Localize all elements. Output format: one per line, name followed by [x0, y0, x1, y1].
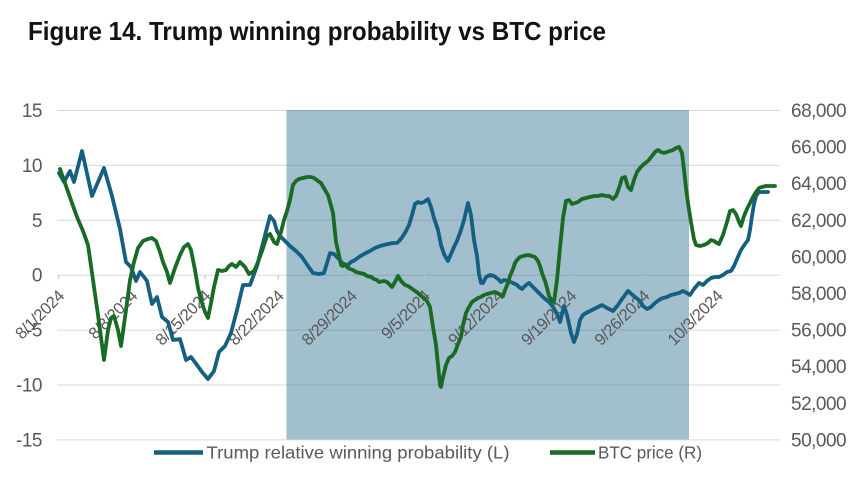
svg-text:66,000: 66,000	[791, 138, 846, 159]
svg-text:0: 0	[32, 266, 42, 287]
svg-text:Trump relative winning probabi: Trump relative winning probability (L)	[207, 443, 510, 463]
svg-text:10: 10	[22, 156, 42, 177]
svg-text:15: 15	[22, 101, 42, 122]
svg-text:50,000: 50,000	[791, 430, 846, 451]
svg-text:-10: -10	[16, 376, 42, 397]
svg-text:5: 5	[32, 211, 42, 232]
svg-text:58,000: 58,000	[791, 284, 846, 305]
svg-text:52,000: 52,000	[791, 394, 846, 415]
svg-text:-5: -5	[26, 321, 42, 342]
svg-text:Figure 14. Trump winning proba: Figure 14. Trump winning probability vs …	[28, 16, 606, 46]
svg-text:64,000: 64,000	[791, 174, 846, 195]
svg-text:62,000: 62,000	[791, 211, 846, 232]
svg-text:54,000: 54,000	[791, 357, 846, 378]
svg-text:68,000: 68,000	[791, 101, 846, 122]
svg-text:60,000: 60,000	[791, 247, 846, 268]
svg-text:-15: -15	[16, 430, 42, 451]
svg-text:56,000: 56,000	[791, 321, 846, 342]
svg-text:BTC price (R): BTC price (R)	[598, 443, 702, 463]
